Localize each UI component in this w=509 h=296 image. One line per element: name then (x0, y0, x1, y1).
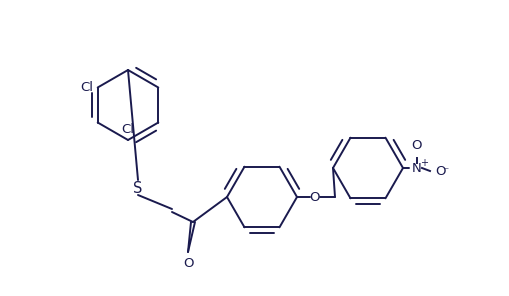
Text: +: + (420, 158, 428, 168)
Text: S: S (133, 181, 143, 195)
Text: N: N (412, 162, 422, 175)
Text: O: O (435, 165, 445, 178)
Text: ⁻: ⁻ (443, 166, 448, 176)
Text: Cl: Cl (122, 123, 134, 136)
Text: O: O (184, 257, 194, 270)
Text: O: O (310, 191, 320, 204)
Text: Cl: Cl (81, 81, 94, 94)
Text: O: O (412, 139, 422, 152)
